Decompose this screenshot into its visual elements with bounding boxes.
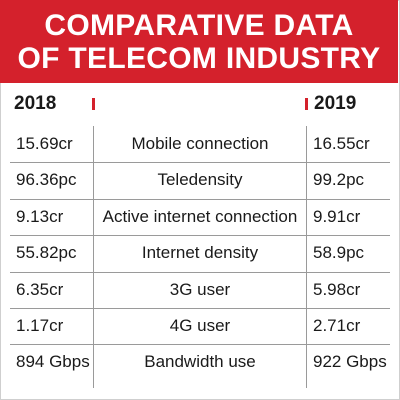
row-separator xyxy=(10,271,390,273)
year-header-row: 2018 2019 xyxy=(0,91,398,119)
table-row: 96.36pc Teledensity 99.2pc xyxy=(0,162,398,198)
table-row: 894 Gbps Bandwidth use 922 Gbps xyxy=(0,344,398,380)
row-separator xyxy=(10,235,390,237)
row-separator xyxy=(10,198,390,200)
row-separator xyxy=(10,344,390,346)
cell-metric-label: Teledensity xyxy=(157,170,243,190)
table-row: 9.13cr Active internet connection 9.91cr xyxy=(0,199,398,235)
data-table: 15.69cr Mobile connection 16.55cr 96.36pc Te… xyxy=(0,126,398,381)
column-divider-right xyxy=(306,126,307,388)
cell-2018: 96.36pc xyxy=(16,170,77,190)
cell-metric-label: Internet density xyxy=(141,243,259,263)
table-row: 1.17cr 4G user 2.71cr xyxy=(0,308,398,344)
title-line-2: OF TELECOM INDUSTRY xyxy=(17,41,381,75)
column-header-2018: 2018 xyxy=(14,93,57,114)
cell-2019: 9.91cr xyxy=(313,206,361,226)
row-separator xyxy=(10,308,390,309)
cell-2019: 5.98cr xyxy=(313,279,361,299)
red-marker-left xyxy=(92,98,95,110)
cell-2018: 9.13cr xyxy=(16,206,64,226)
table-row: 6.35cr 3G user 5.98cr xyxy=(0,272,398,308)
cell-2018: 15.69cr xyxy=(16,134,73,153)
table-row: 55.82pc Internet density 58.9pc xyxy=(0,235,398,271)
cell-2018: 6.35cr xyxy=(16,279,64,299)
cell-metric-label: 3G user xyxy=(169,279,231,299)
cell-2019: 922 Gbps xyxy=(313,352,387,372)
cell-metric-label: 4G user xyxy=(169,315,231,335)
title-line-1: COMPARATIVE DATA xyxy=(44,8,354,42)
cell-metric-label: Mobile connection xyxy=(131,134,269,153)
cell-2018: 894 Gbps xyxy=(16,352,90,372)
cell-metric-label: Active internet connection xyxy=(102,206,298,226)
cell-2019: 16.55cr xyxy=(313,134,370,153)
red-marker-right xyxy=(305,98,308,110)
column-header-2019: 2019 xyxy=(314,93,357,114)
cell-2019: 2.71cr xyxy=(313,315,361,335)
cell-metric-label: Bandwidth use xyxy=(144,352,256,372)
cell-2019: 99.2pc xyxy=(313,170,365,190)
cell-2018: 1.17cr xyxy=(16,315,64,335)
column-divider-left xyxy=(93,126,94,388)
cell-2019: 58.9pc xyxy=(313,243,365,263)
cell-2018: 55.82pc xyxy=(16,243,77,263)
table-row: 15.69cr Mobile connection 16.55cr xyxy=(0,126,398,162)
row-separator xyxy=(10,162,390,164)
title-banner: COMPARATIVE DATA OF TELECOM INDUSTRY xyxy=(0,0,398,83)
